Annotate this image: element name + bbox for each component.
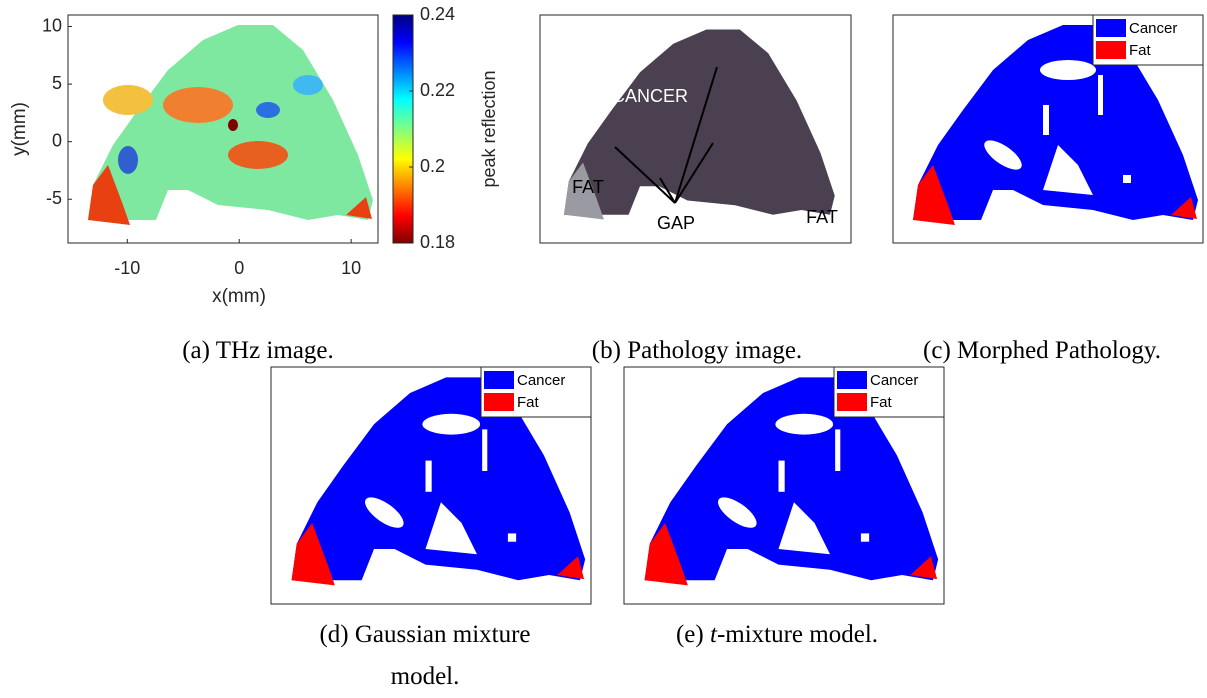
caption: (a) THz image. [108, 330, 408, 372]
y-tick-label: 5 [52, 73, 62, 93]
legend-swatch [484, 371, 514, 389]
figure: x(mm) y(mm) peak reflection CANCER FAT G… [0, 0, 1207, 691]
colorbar [393, 15, 413, 243]
caption: (c) Morphed Pathology. [877, 330, 1207, 372]
legend-label: Fat [517, 394, 540, 411]
caption-part: -mixture model. [717, 621, 878, 648]
legend-label: Cancer [1129, 20, 1177, 37]
legend-swatch [1096, 19, 1126, 37]
colorbar-tick-label: 0.2 [420, 156, 445, 176]
y-tick-label: 10 [42, 15, 62, 35]
y-tick-label: 0 [52, 130, 62, 150]
label-cancer: CANCER [612, 86, 688, 106]
x-tick-label: 10 [341, 258, 361, 278]
label-fat: FAT [806, 207, 838, 227]
legend-label: Cancer [870, 372, 918, 389]
legend-swatch [1096, 41, 1126, 59]
colorbar-tick-label: 0.24 [420, 4, 455, 24]
caption: (d) Gaussian mixture model. [285, 614, 565, 698]
legend-label: Fat [1129, 42, 1152, 59]
label-fat: FAT [572, 177, 604, 197]
legend-swatch [837, 371, 867, 389]
colorbar-tick-label: 0.18 [420, 232, 455, 252]
x-axis-label: x(mm) [212, 286, 266, 307]
x-tick-label: -10 [114, 258, 140, 278]
caption-part: t [710, 621, 717, 648]
label-gap: GAP [657, 213, 695, 233]
caption: (b) Pathology image. [547, 330, 847, 372]
x-tick-label: 0 [234, 258, 244, 278]
legend-label: Fat [870, 394, 893, 411]
colorbar-tick-label: 0.22 [420, 80, 455, 100]
legend-label: Cancer [517, 372, 565, 389]
legend-swatch [837, 393, 867, 411]
caption: (e) t-mixture model. [617, 614, 937, 656]
y-axis-label: y(mm) [9, 102, 30, 156]
caption-part: (e) [676, 621, 710, 648]
thz-image [88, 25, 373, 225]
colorbar-label: peak reflection [479, 70, 499, 187]
legend-swatch [484, 393, 514, 411]
y-tick-label: -5 [46, 188, 62, 208]
